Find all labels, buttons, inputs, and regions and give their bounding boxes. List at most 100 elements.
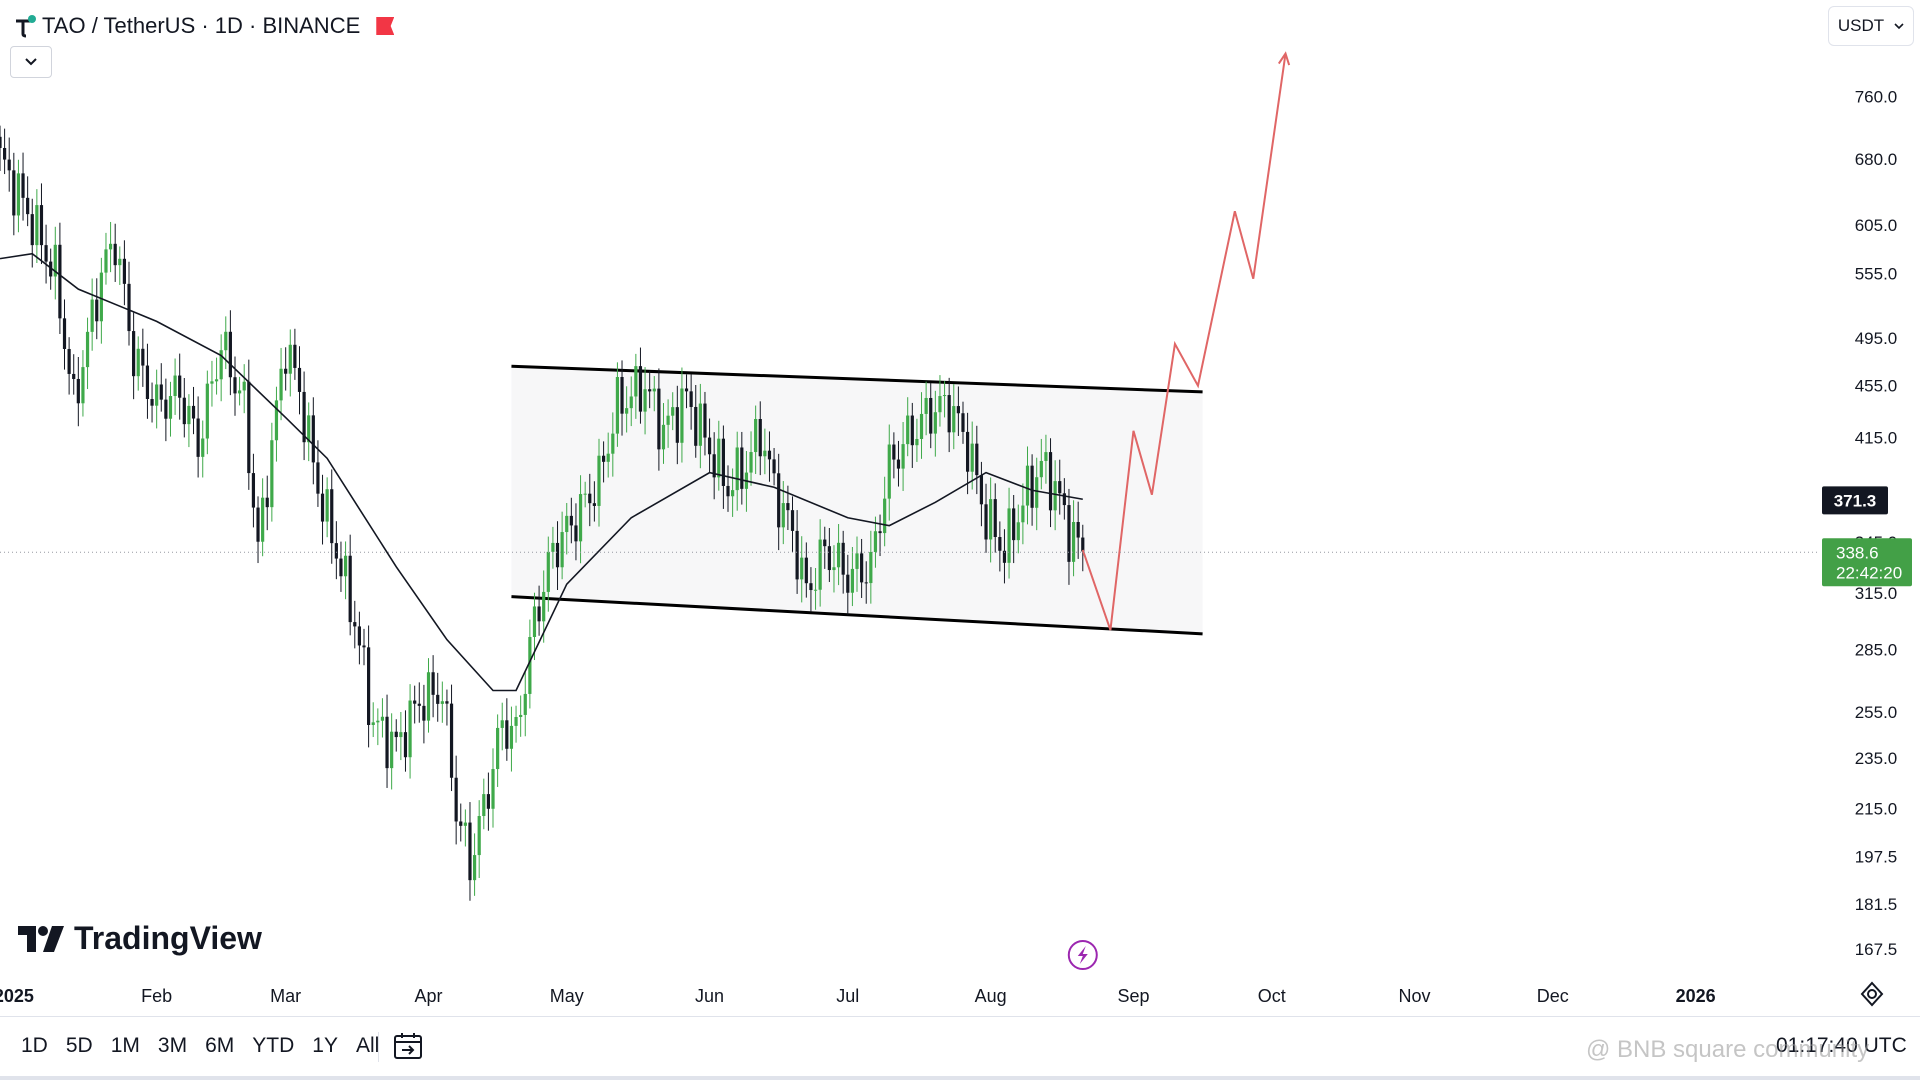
currency-selector[interactable]: USDT [1828,6,1914,46]
flag-icon[interactable] [376,17,395,35]
candle-body [228,331,232,378]
range-1d-button[interactable]: 1D [21,1034,48,1057]
utc-clock[interactable]: 01:17:40 UTC [1776,1034,1907,1057]
symbol-header[interactable]: TAO / TetherUS · 1D · BINANCE [10,10,395,42]
candle-body [53,244,57,277]
moving-average-line [0,252,1083,692]
candle-body [122,258,127,284]
channel-group [511,364,1203,636]
candle-body [878,531,882,534]
candle-body [136,348,140,377]
candle-body [256,507,260,542]
candle-body [809,583,813,591]
candle-body [721,438,725,486]
range-all-button[interactable]: All [355,1034,380,1057]
moving-average-group [0,252,1083,692]
candle-body [910,415,914,446]
candle-body [786,503,790,511]
candle-body [850,568,855,593]
candle-body [846,574,850,593]
price-chart[interactable]: 760.0680.0605.0555.0495.0455.0415.0345.0… [0,0,1920,1016]
price-tick-label: 285.0 [1855,640,1898,659]
price-tick-label: 415.0 [1855,429,1898,448]
candle-body [523,693,527,715]
candle-body [574,525,578,542]
candle-body [233,377,237,394]
watermark-text: @ BNB square community [1586,1036,1870,1063]
candle-body [634,366,638,397]
candle-body [141,348,145,366]
candle-body [1053,481,1057,511]
candle-body [12,170,16,216]
toolbar-divider [378,1032,379,1062]
candle-body [781,503,785,528]
candle-body [132,331,136,377]
range-1y-button[interactable]: 1Y [312,1034,338,1057]
bottom-edge [0,1076,1920,1080]
range-5d-button[interactable]: 5D [65,1034,93,1057]
tradingview-mark-icon [18,925,64,952]
candle-body [740,447,744,489]
candle-body [1030,465,1034,508]
chevron-down-icon [25,58,37,66]
candle-body [343,555,348,577]
candle-body [1067,505,1071,562]
candle-body [970,443,974,472]
time-axis[interactable]: 2025 Feb Mar Apr May Jun Jul Aug Sep Oct Nov Dec 202… [0,940,1716,1006]
time-tick-label: Sep [1117,986,1149,1006]
countdown-label: 22:42:20 [1836,563,1902,582]
bottom-toolbar [0,1016,1920,1077]
candle-body [629,396,633,409]
price-tick-label: 605.0 [1855,216,1898,235]
candle-body [468,822,472,881]
calendar-goto-icon[interactable] [392,1030,424,1062]
candle-body [449,703,454,778]
candle-body [1012,508,1016,541]
candle-body [694,406,698,446]
candle-body [496,727,500,770]
candle-body [823,539,827,547]
candle-body [7,159,11,171]
candle-body [224,331,228,351]
candle-body [1007,508,1011,563]
range-6m-button[interactable]: 6M [205,1034,235,1057]
candle-body [661,424,666,450]
candle-body [1025,465,1030,506]
range-3m-button[interactable]: 3M [157,1034,188,1057]
settings-gear-icon[interactable] [1858,980,1886,1008]
candle-body [30,214,34,246]
candle-body [90,299,94,332]
candle-body [924,397,928,414]
price-tick-label: 235.0 [1855,749,1898,768]
candle-body [680,388,684,443]
candles-group [0,125,1085,901]
marker-price-label: 371.3 [1834,491,1877,510]
candle-body [657,388,661,450]
candle-body [385,716,389,769]
candle-body [1071,522,1076,562]
candle-body [892,444,896,460]
candle-body [334,543,338,559]
candle-body [279,368,283,401]
tradingview-wordmark: TradingView [74,920,262,956]
marker-price-badge [1822,486,1888,515]
candle-body [201,438,205,457]
candle-body [684,388,689,392]
price-axis[interactable]: 760.0680.0605.0555.0495.0455.0415.0345.0… [1822,87,1912,959]
candle-body [551,542,555,552]
candle-body [1039,460,1043,478]
candle-body [979,475,984,505]
range-ytd-button[interactable]: YTD [252,1034,295,1057]
candle-body [666,415,670,425]
candle-body [929,397,933,434]
candle-body [841,542,845,575]
candle-body [689,391,693,407]
projection-arrowhead [1277,51,1291,66]
currency-label: USDT [1837,16,1885,35]
candle-body [588,493,592,504]
candle-body [367,647,371,725]
channel-fill [511,366,1203,634]
candle-body [1035,477,1039,508]
range-1m-button[interactable]: 1M [110,1034,140,1057]
collapse-legend-button[interactable] [10,46,52,78]
